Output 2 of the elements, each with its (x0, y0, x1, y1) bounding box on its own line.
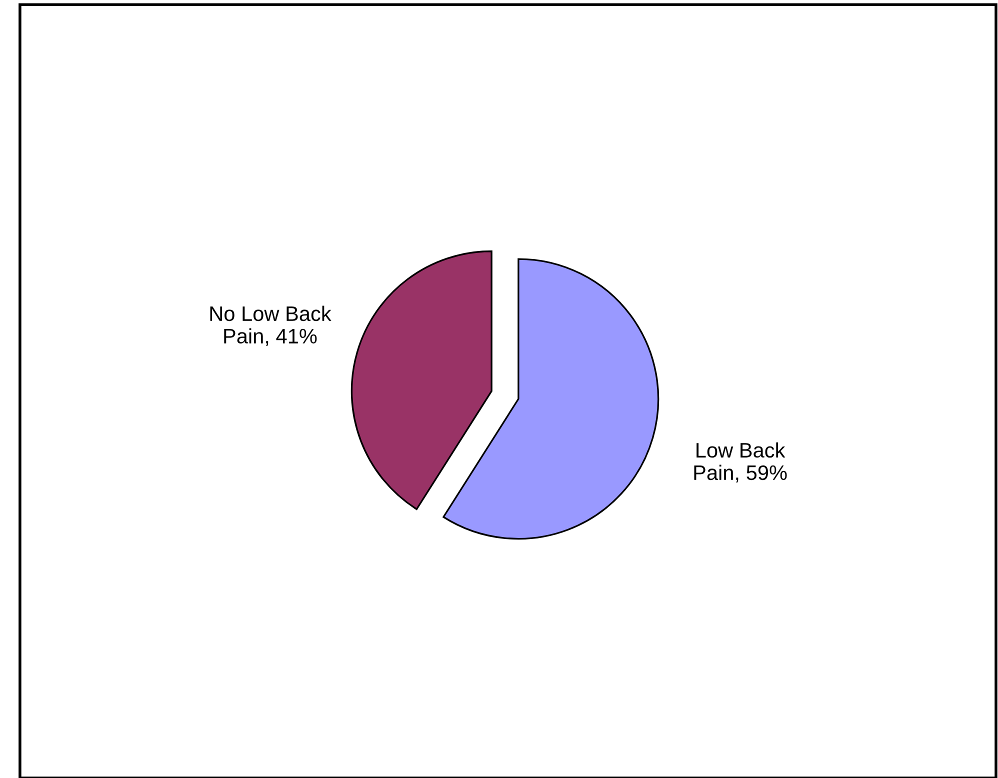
slice-label: No Low Back Pain, 41% (210, 306, 332, 346)
slice-label: Low Back Pain, 59% (694, 442, 787, 483)
